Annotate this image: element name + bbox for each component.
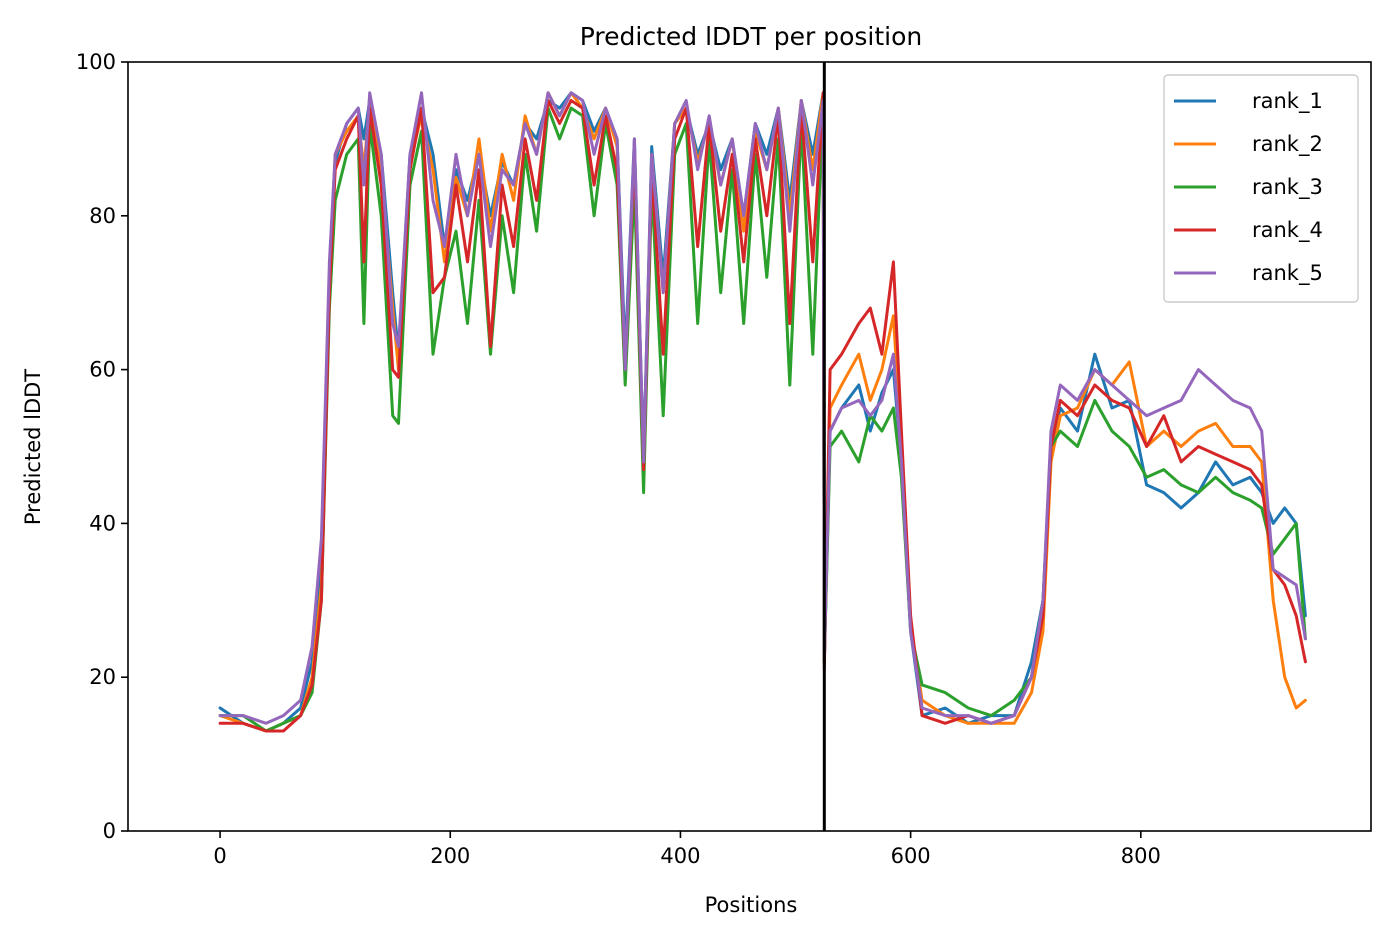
- y-tick-label: 80: [89, 204, 116, 228]
- legend-label-rank-3: rank_3: [1252, 175, 1323, 200]
- y-tick-label: 100: [76, 50, 116, 74]
- x-axis-title: Positions: [705, 893, 798, 917]
- y-tick-label: 60: [89, 358, 116, 382]
- legend-label-rank-2: rank_2: [1252, 132, 1323, 157]
- legend-label-rank-5: rank_5: [1252, 261, 1323, 286]
- series-layer: [218, 91, 1307, 733]
- x-tick-label: 800: [1121, 844, 1161, 868]
- y-axis: 0 20 40 60 80 100: [76, 50, 128, 843]
- axes-frame: [127, 61, 1372, 832]
- series-line-rank-4: [218, 91, 1307, 733]
- y-tick-label: 0: [103, 819, 116, 843]
- y-tick-label: 40: [89, 511, 116, 535]
- legend-label-rank-1: rank_1: [1252, 89, 1323, 114]
- x-tick-label: 400: [660, 844, 700, 868]
- x-tick-label: 200: [430, 844, 470, 868]
- legend-label-rank-4: rank_4: [1252, 218, 1323, 243]
- x-axis: 0 200 400 600 800: [213, 831, 1161, 868]
- x-tick-label: 0: [213, 844, 226, 868]
- series-line-rank-3: [218, 99, 1307, 733]
- series-line-rank-5: [218, 91, 1307, 725]
- legend: rank_1 rank_2 rank_3 rank_4 rank_5: [1163, 74, 1359, 303]
- x-tick-label: 600: [891, 844, 931, 868]
- legend-box: [1163, 74, 1359, 303]
- y-axis-title: Predicted lDDT: [21, 369, 45, 525]
- y-tick-label: 20: [89, 665, 116, 689]
- chart-title: Predicted lDDT per position: [580, 22, 922, 51]
